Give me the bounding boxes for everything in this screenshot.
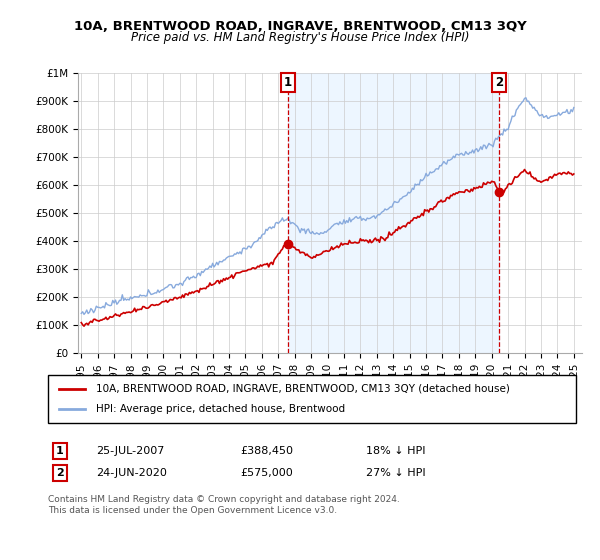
Text: 1: 1 xyxy=(56,446,64,456)
Bar xyxy=(287,73,499,353)
Text: 25-JUL-2007: 25-JUL-2007 xyxy=(96,446,164,456)
Text: Price paid vs. HM Land Registry's House Price Index (HPI): Price paid vs. HM Land Registry's House … xyxy=(131,31,469,44)
Text: Contains HM Land Registry data © Crown copyright and database right 2024.: Contains HM Land Registry data © Crown c… xyxy=(48,495,400,504)
Text: 2: 2 xyxy=(56,468,64,478)
Text: £575,000: £575,000 xyxy=(240,468,293,478)
Text: 24-JUN-2020: 24-JUN-2020 xyxy=(96,468,167,478)
Text: 10A, BRENTWOOD ROAD, INGRAVE, BRENTWOOD, CM13 3QY: 10A, BRENTWOOD ROAD, INGRAVE, BRENTWOOD,… xyxy=(74,20,526,32)
FancyBboxPatch shape xyxy=(48,375,576,423)
Text: 1: 1 xyxy=(284,76,292,89)
Text: 10A, BRENTWOOD ROAD, INGRAVE, BRENTWOOD, CM13 3QY (detached house): 10A, BRENTWOOD ROAD, INGRAVE, BRENTWOOD,… xyxy=(95,384,509,394)
Text: 27% ↓ HPI: 27% ↓ HPI xyxy=(366,468,425,478)
Text: £388,450: £388,450 xyxy=(240,446,293,456)
Text: 2: 2 xyxy=(495,76,503,89)
Text: This data is licensed under the Open Government Licence v3.0.: This data is licensed under the Open Gov… xyxy=(48,506,337,515)
Text: HPI: Average price, detached house, Brentwood: HPI: Average price, detached house, Bren… xyxy=(95,404,344,414)
Text: 18% ↓ HPI: 18% ↓ HPI xyxy=(366,446,425,456)
